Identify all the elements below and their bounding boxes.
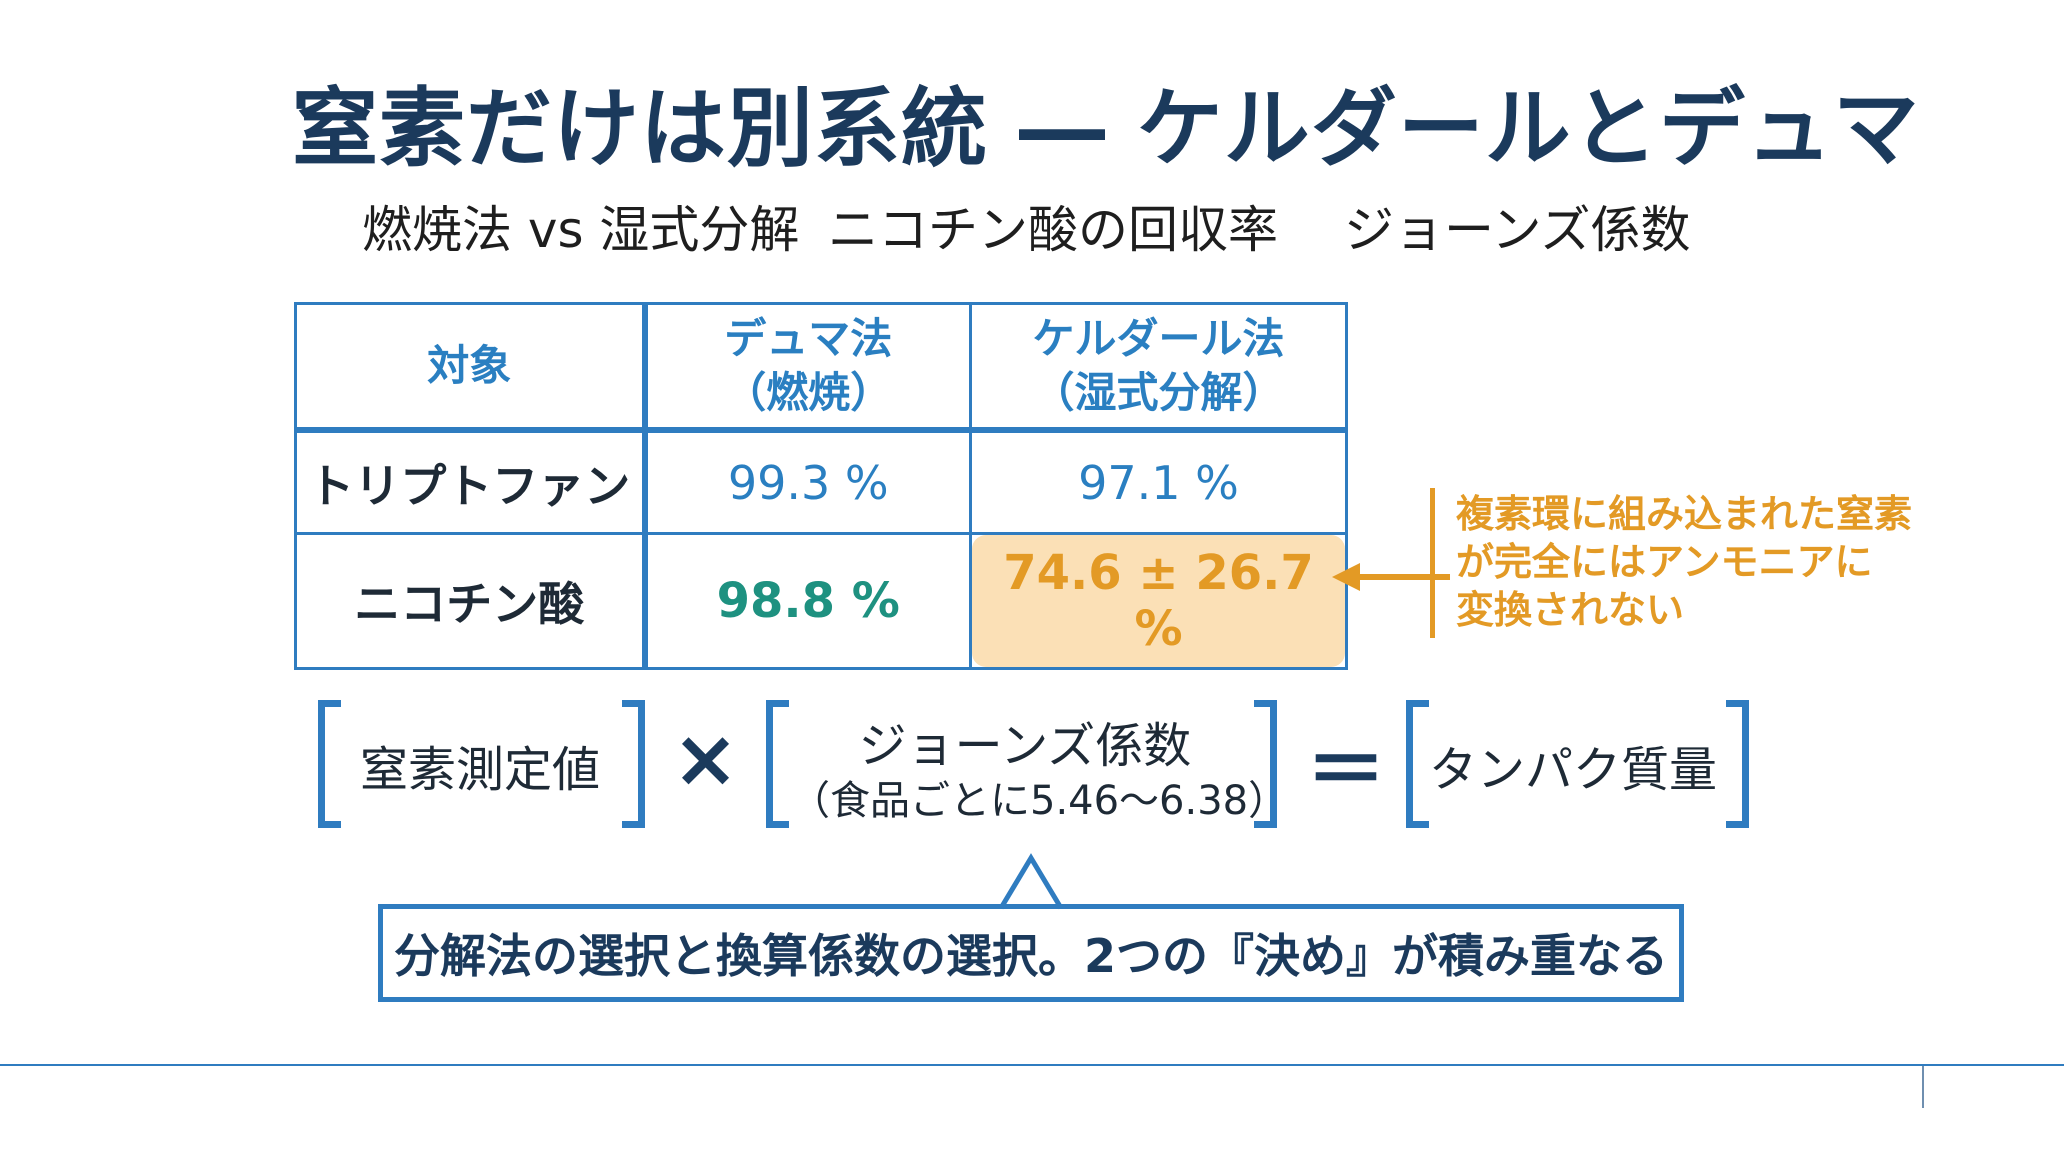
callout-box: 分解法の選択と換算係数の選択。2つの『決め』が積み重なる <box>378 904 1684 1002</box>
arrow-line <box>1358 574 1450 580</box>
times-icon: × <box>672 712 740 805</box>
bracket-left-icon <box>766 700 789 828</box>
subtitle-item-jones-factor: ジョーンズ係数 <box>1344 201 1691 259</box>
formula-jones-factor: ジョーンズ係数 <box>858 718 1192 774</box>
header-target: 対象 <box>294 302 648 432</box>
table-row: ニコチン酸 98.8 % 74.6 ± 26.7 % <box>294 532 1348 670</box>
bottom-divider <box>0 1064 2064 1066</box>
table-header-row: 対象 デュマ法 （燃焼） ケルダール法 （湿式分解） <box>294 302 1348 432</box>
arrow-left-icon <box>1332 563 1360 591</box>
value-tryptophan-dumas: 99.3 % <box>643 428 972 535</box>
bracket-left-icon <box>318 700 341 828</box>
annotation-divider <box>1430 488 1435 638</box>
callout-pointer-icon <box>998 853 1064 910</box>
row-label-tryptophan: トリプトファン <box>294 428 648 535</box>
page-title: 窒素だけは別系統 ― ケルダールとデュマ <box>292 79 1920 179</box>
bracket-left-icon <box>1406 700 1429 828</box>
annotation-note: 複素環に組み込まれた窒素 が完全にはアンモニアに 変換されない <box>1456 492 1913 632</box>
value-tryptophan-kjeldahl: 97.1 % <box>969 428 1348 535</box>
bracket-right-icon <box>622 700 645 828</box>
formula-jones-factor-range: （食品ごとに5.46〜6.38） <box>790 778 1289 824</box>
recovery-comparison-table: 対象 デュマ法 （燃焼） ケルダール法 （湿式分解） トリプトファン 99.3 … <box>294 302 1348 670</box>
bracket-right-icon <box>1726 700 1749 828</box>
header-kjeldahl: ケルダール法 （湿式分解） <box>969 302 1348 432</box>
row-label-niacin: ニコチン酸 <box>294 532 648 670</box>
value-niacin-dumas: 98.8 % <box>643 532 972 670</box>
subtitle-item-niacin-recovery: ニコチン酸の回収率 <box>828 201 1278 259</box>
formula-nitrogen-value: 窒素測定値 <box>359 742 600 798</box>
formula-protein-amount: タンパク質量 <box>1428 742 1717 798</box>
table-row: トリプトファン 99.3 % 97.1 % <box>294 428 1348 535</box>
value-niacin-kjeldahl-highlight: 74.6 ± 26.7 % <box>972 535 1345 667</box>
value-niacin-kjeldahl-cell: 74.6 ± 26.7 % <box>969 532 1348 670</box>
header-dumas: デュマ法 （燃焼） <box>643 302 972 432</box>
bracket-right-icon <box>1254 700 1277 828</box>
subtitle-item-combustion-vs-wet: 燃焼法 vs 湿式分解 <box>362 201 800 259</box>
bottom-tick <box>1922 1066 1924 1108</box>
equals-icon: ＝ <box>1306 724 1386 817</box>
